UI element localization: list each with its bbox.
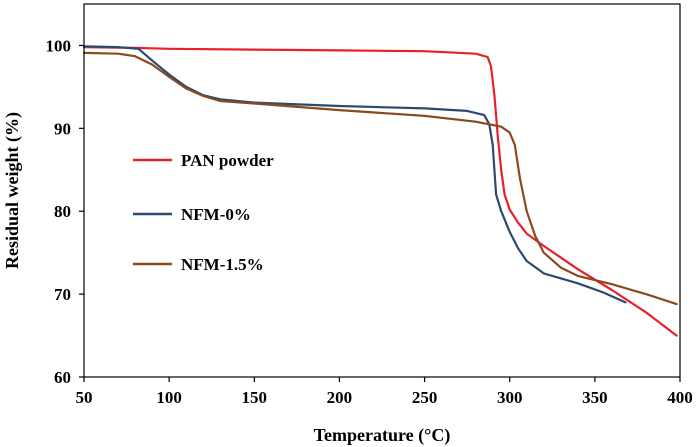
- x-tick-label: 300: [497, 388, 523, 407]
- x-tick-label: 100: [156, 388, 182, 407]
- y-tick-label: 100: [46, 36, 72, 55]
- y-tick-label: 90: [54, 119, 71, 138]
- plot-frame: [83, 3, 681, 378]
- legend-label-nfm-0: NFM-0%: [181, 205, 251, 224]
- x-tick-label: 50: [76, 388, 93, 407]
- series-line-nfm-1-5: [82, 51, 678, 306]
- x-tick-label: 250: [412, 388, 438, 407]
- y-tick-label: 60: [54, 368, 71, 387]
- series-line-pan-powder: [82, 46, 678, 337]
- axes: 50 100 150 200 250 300 350 400 60 70 80 90 100: [46, 3, 693, 407]
- x-tick-label: 400: [667, 388, 693, 407]
- legend-label-pan-powder: PAN powder: [181, 151, 274, 170]
- y-tick-label: 80: [54, 202, 71, 221]
- legend: PAN powder NFM-0% NFM-1.5%: [133, 151, 274, 274]
- legend-label-nfm-1-5: NFM-1.5%: [181, 255, 264, 274]
- y-tick-label: 70: [54, 285, 71, 304]
- series-line-nfm-0: [82, 45, 627, 304]
- x-tick-label: 150: [242, 388, 268, 407]
- x-tick-label: 350: [582, 388, 608, 407]
- x-tick-label: 200: [327, 388, 353, 407]
- x-axis-title: Temperature (°C): [314, 425, 451, 446]
- y-axis-title: Residual weight (%): [2, 112, 23, 269]
- plot-area: [82, 45, 678, 337]
